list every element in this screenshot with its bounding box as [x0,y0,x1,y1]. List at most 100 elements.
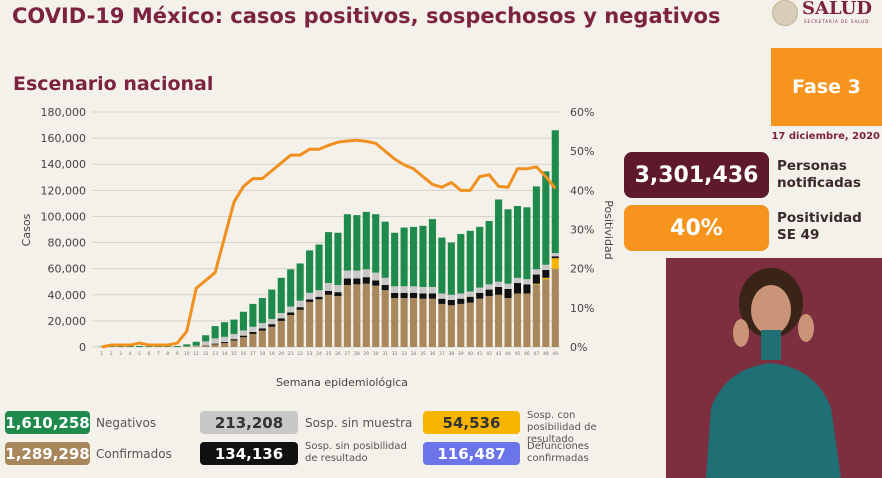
bar-segment [466,296,474,303]
bar-segment [513,293,522,347]
positivity-label-1: Positividad [777,210,862,226]
y2-tick-label: 60% [570,106,594,119]
chart: 0 20,000 40,000 60,000 80,000 100,000 120,000 1… [20,106,615,389]
bar-segment [202,341,210,346]
bar-segment [154,346,162,347]
bar-segment [381,290,389,347]
sin-muestra-value: 213,208 [200,411,298,434]
positivity-value: 40% [624,205,769,251]
bar-segment [343,278,351,285]
x-tick-label: 12 [203,351,209,357]
bar-segment [230,339,238,341]
x-tick-label: 19 [269,351,275,357]
bar-segment [249,331,257,334]
bar-segment [107,346,115,347]
bar-segment [268,318,276,325]
bar-segment [438,298,446,304]
sign-language-interpreter-video [666,258,882,478]
bar-segment [334,296,342,347]
section-title: Escenario nacional [13,73,214,95]
bar-segment [334,232,342,285]
bar-segment [192,345,200,347]
bar-segment [343,270,351,279]
x-tick-label: 33 [401,351,407,357]
x-tick-label: 43 [496,351,502,357]
positivity-label: Positividad SE 49 [777,210,862,244]
bar-segment [532,283,540,285]
x-tick-label: 11 [193,351,199,357]
bar-segment [542,269,550,278]
bar-segment [277,320,285,347]
bar-segment [504,209,512,284]
bar-segment [296,263,304,301]
confirmados-label: Confirmados [96,447,172,461]
bar-segment [551,268,559,347]
bar-segment [324,232,333,284]
positivity-label-2: SE 49 [777,227,820,243]
bar-segment [438,293,446,299]
bar-segment [504,283,512,289]
bar-segment [391,232,399,287]
bar-segment [183,344,191,347]
x-tick-label: 15 [231,351,237,357]
x-tick-label: 9 [176,351,179,357]
bar-segment [476,287,484,293]
negativos-label: Negativos [96,416,157,430]
bar-segment [324,290,333,295]
negativos-value: 1,610,258 [5,411,90,434]
bar-segment [485,221,493,285]
bar-segment [391,298,399,347]
y-tick-label: 160,000 [41,132,87,145]
x-tick-label: 47 [534,351,540,357]
confirmados-value: 1,289,298 [5,442,90,465]
bar-segment [400,227,408,287]
bar-segment [457,293,465,299]
bar-segment [362,269,370,278]
bar-segment [239,337,248,347]
bar-segment [315,290,323,297]
x-tick-label: 40 [467,351,473,357]
bar-segment [277,313,285,319]
x-tick-label: 44 [505,351,511,357]
bar-segment [428,219,436,287]
bar-segment [495,281,503,287]
bar-segment [324,294,333,347]
bar-segment [391,286,399,293]
x-tick-label: 13 [212,351,218,357]
bar-segment [400,292,408,299]
bar-segment [362,277,370,284]
bar-segment [211,344,219,347]
y2-tick-label: 40% [570,184,594,197]
bar-segment [315,299,323,347]
bar-segment [230,333,238,340]
y-tick-label: 140,000 [41,158,87,171]
x-tick-label: 6 [148,351,151,357]
bar-segment [296,309,304,347]
x-tick-label: 20 [278,351,284,357]
x-tick-label: 8 [166,351,169,357]
bar-segment [211,326,219,339]
x-tick-label: 23 [307,351,313,357]
y2-tick-label: 0% [570,341,587,354]
bar-segment [466,291,474,297]
bar-segment [221,322,229,337]
bar-segment [485,296,493,347]
bar-segment [287,306,295,313]
bar-segment [258,298,266,324]
bar-segment [362,283,370,347]
bar-segment [145,346,153,347]
x-tick-label: 25 [326,351,332,357]
bar-segment [495,286,503,295]
x-tick-label: 31 [382,351,388,357]
y2-tick-label: 30% [570,224,594,237]
bar-segment [457,234,465,294]
bar-segment [409,298,418,347]
bar-segment [438,303,446,347]
bar-segment [419,225,427,287]
notified-label-2: notificadas [777,175,861,191]
y-tick-label: 0 [79,341,86,354]
bar-segment [504,288,512,299]
x-tick-label: 46 [524,351,530,357]
bar-segment [372,280,380,286]
x-tick-label: 39 [458,351,464,357]
